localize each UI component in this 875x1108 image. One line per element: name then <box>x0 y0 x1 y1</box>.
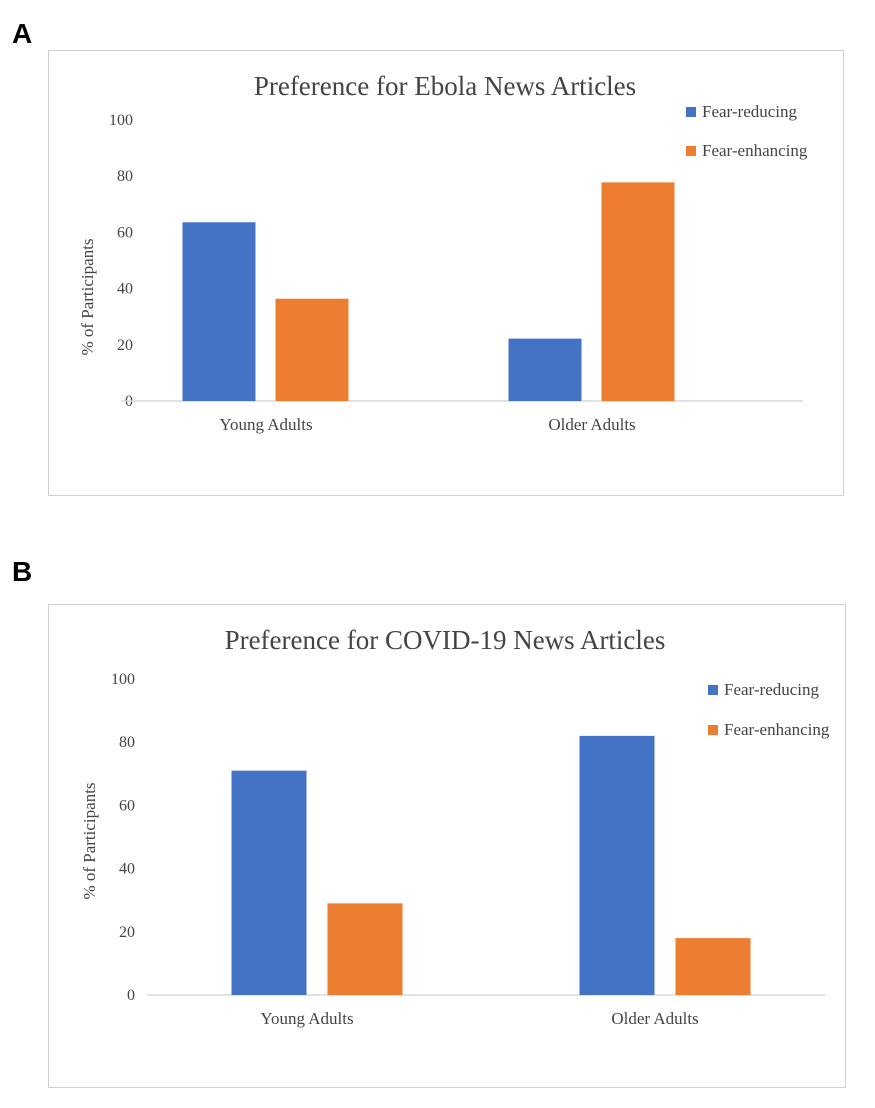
chart-b: Preference for COVID-19 News Articles % … <box>80 625 830 1028</box>
chart-a-frame: Preference for Ebola News Articles % of … <box>48 50 844 496</box>
bar-fear-reducing-young-adults <box>231 770 307 995</box>
chart-title: Preference for COVID-19 News Articles <box>225 625 666 655</box>
legend: Fear-reducing Fear-enhancing <box>708 680 830 739</box>
legend-label: Fear-reducing <box>702 102 798 121</box>
category-label: Young Adults <box>260 1009 353 1028</box>
y-tick-label: 0 <box>127 987 135 1004</box>
legend-label: Fear-reducing <box>724 680 820 699</box>
category-label: Young Adults <box>219 415 312 434</box>
legend-label: Fear-enhancing <box>702 141 808 160</box>
y-tick-label: 20 <box>119 924 135 941</box>
category-labels: Young Adults Older Adults <box>219 415 635 434</box>
bar-fear-reducing-older-adults <box>579 735 655 995</box>
panel-label-b: B <box>12 556 33 587</box>
chart-a: Preference for Ebola News Articles % of … <box>78 71 808 434</box>
y-tick-label: 60 <box>119 797 135 814</box>
category-labels: Young Adults Older Adults <box>260 1009 698 1028</box>
chart-title: Preference for Ebola News Articles <box>254 71 636 101</box>
y-tick-label: 20 <box>117 337 133 354</box>
y-axis-label: % of Participants <box>80 782 99 899</box>
bar-fear-reducing-older-adults <box>508 338 582 401</box>
bar-fear-enhancing-young-adults <box>275 298 349 401</box>
y-tick-label: 80 <box>117 168 133 185</box>
bar-fear-enhancing-young-adults <box>327 903 403 995</box>
category-label: Older Adults <box>548 415 635 434</box>
legend: Fear-reducing Fear-enhancing <box>686 102 808 160</box>
chart-b-frame: Preference for COVID-19 News Articles % … <box>48 604 846 1088</box>
bar-fear-reducing-young-adults <box>182 222 256 401</box>
y-tick-label: 80 <box>119 734 135 751</box>
legend-swatch <box>686 146 696 156</box>
y-tick-label: 40 <box>119 861 135 878</box>
y-tick-label: 60 <box>117 224 133 241</box>
y-ticks: 0 20 40 60 80 100 <box>111 671 135 1004</box>
category-label: Older Adults <box>611 1009 698 1028</box>
bar-fear-enhancing-older-adults <box>675 938 751 995</box>
y-tick-label: 40 <box>117 281 133 298</box>
legend-swatch <box>708 685 718 695</box>
legend-swatch <box>686 107 696 117</box>
y-axis-label: % of Participants <box>78 238 97 355</box>
bar-fear-enhancing-older-adults <box>601 182 675 401</box>
bars <box>231 735 751 995</box>
bars <box>182 182 675 401</box>
y-tick-label: 100 <box>109 112 133 129</box>
y-tick-label: 100 <box>111 671 135 688</box>
legend-swatch <box>708 725 718 735</box>
panel-label-a: A <box>12 18 33 49</box>
legend-label: Fear-enhancing <box>724 720 830 739</box>
